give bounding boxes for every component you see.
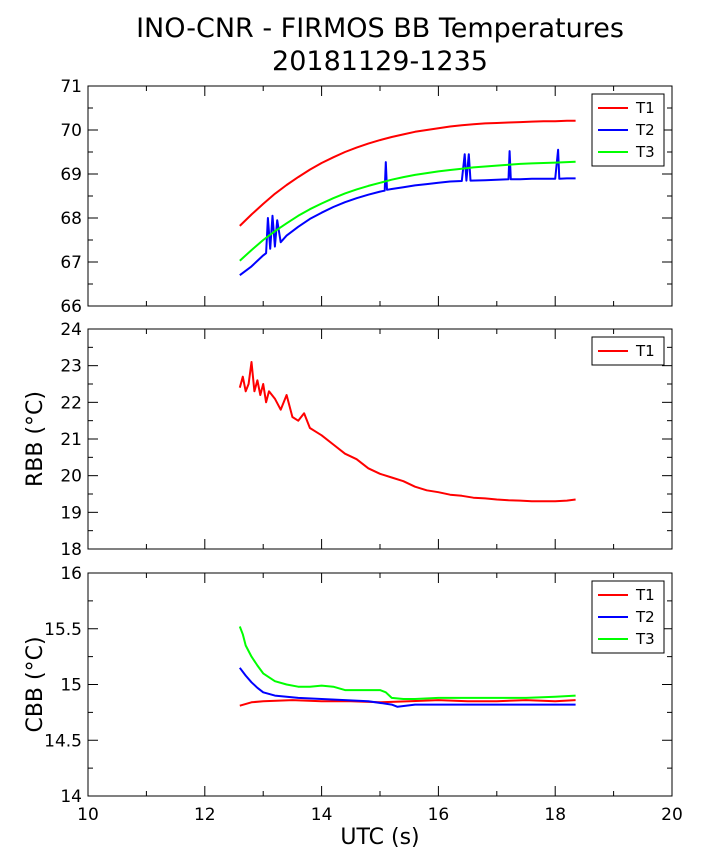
series-line-t2 [239, 667, 576, 708]
y-tick-label: 24 [60, 320, 82, 340]
y-tick-label: 20 [60, 467, 82, 487]
legend-label: T3 [635, 143, 655, 161]
y-tick-label: 66 [60, 297, 82, 317]
x-tick-label: 18 [544, 805, 566, 825]
y-tick-label: 15 [60, 676, 82, 696]
series-line-t1 [239, 119, 576, 227]
x-tick-label: 20 [661, 805, 683, 825]
legend: T1 T2 T3 [591, 93, 665, 167]
x-axis-title: UTC (s) [340, 825, 419, 850]
series-line-t1 [238, 361, 576, 503]
legend-label: T2 [635, 608, 655, 626]
y-tick-label: 71 [60, 77, 82, 97]
y-tick-label: 68 [60, 209, 82, 229]
chart-title: INO-CNR - FIRMOS BB Temperatures [136, 13, 624, 44]
y-tick-label: 70 [60, 121, 82, 141]
chart-subtitle: 20181129-1235 [272, 46, 488, 77]
y-tick-label: 21 [60, 430, 82, 450]
plot-frame [87, 328, 673, 550]
plot-frame [87, 85, 673, 307]
y-tick-label: 67 [60, 253, 82, 273]
chart-panel-1: 66 67 68 69 70 71 T1 T2 T3 [60, 77, 673, 317]
legend-label: T3 [635, 630, 655, 648]
y-tick-label: 18 [60, 540, 82, 560]
y-axis-title: RBB (°C) [23, 391, 48, 487]
legend-label: T1 [635, 342, 655, 360]
y-tick-label: 15.5 [44, 620, 82, 640]
legend-label: T1 [635, 99, 655, 117]
x-tick-label: 12 [194, 805, 216, 825]
y-tick-label: 19 [60, 503, 82, 523]
legend-label: T2 [635, 121, 655, 139]
series-line-t3 [239, 160, 576, 262]
series-line-t3 [238, 626, 576, 700]
legend: T1 T2 T3 [591, 580, 665, 654]
chart-panels: 66 67 68 69 70 71 T1 T2 T3 18 19 20 21 22 23 24 RBB (°C)… [23, 77, 683, 850]
x-tick-label: 10 [77, 805, 99, 825]
series-line-t1 [239, 699, 576, 707]
plot-frame [87, 572, 673, 797]
chart-panel-2: 18 19 20 21 22 23 24 RBB (°C) T1 [23, 320, 673, 560]
legend: T1 [591, 336, 665, 366]
x-tick-label: 14 [311, 805, 333, 825]
y-tick-label: 16 [60, 564, 82, 584]
y-axis-title: CBB (°C) [23, 636, 48, 732]
series-line-t2 [239, 148, 576, 276]
y-tick-label: 14.5 [44, 731, 82, 751]
y-tick-label: 14 [60, 787, 82, 807]
y-tick-label: 22 [60, 393, 82, 413]
x-tick-label: 16 [428, 805, 450, 825]
chart-panel-3: 10 12 14 16 18 20 14 14.5 15 15.5 16 CBB (°C) UTC (s… [23, 564, 683, 850]
y-tick-label: 23 [60, 357, 82, 377]
y-tick-label: 69 [60, 165, 82, 185]
legend-label: T1 [635, 586, 655, 604]
